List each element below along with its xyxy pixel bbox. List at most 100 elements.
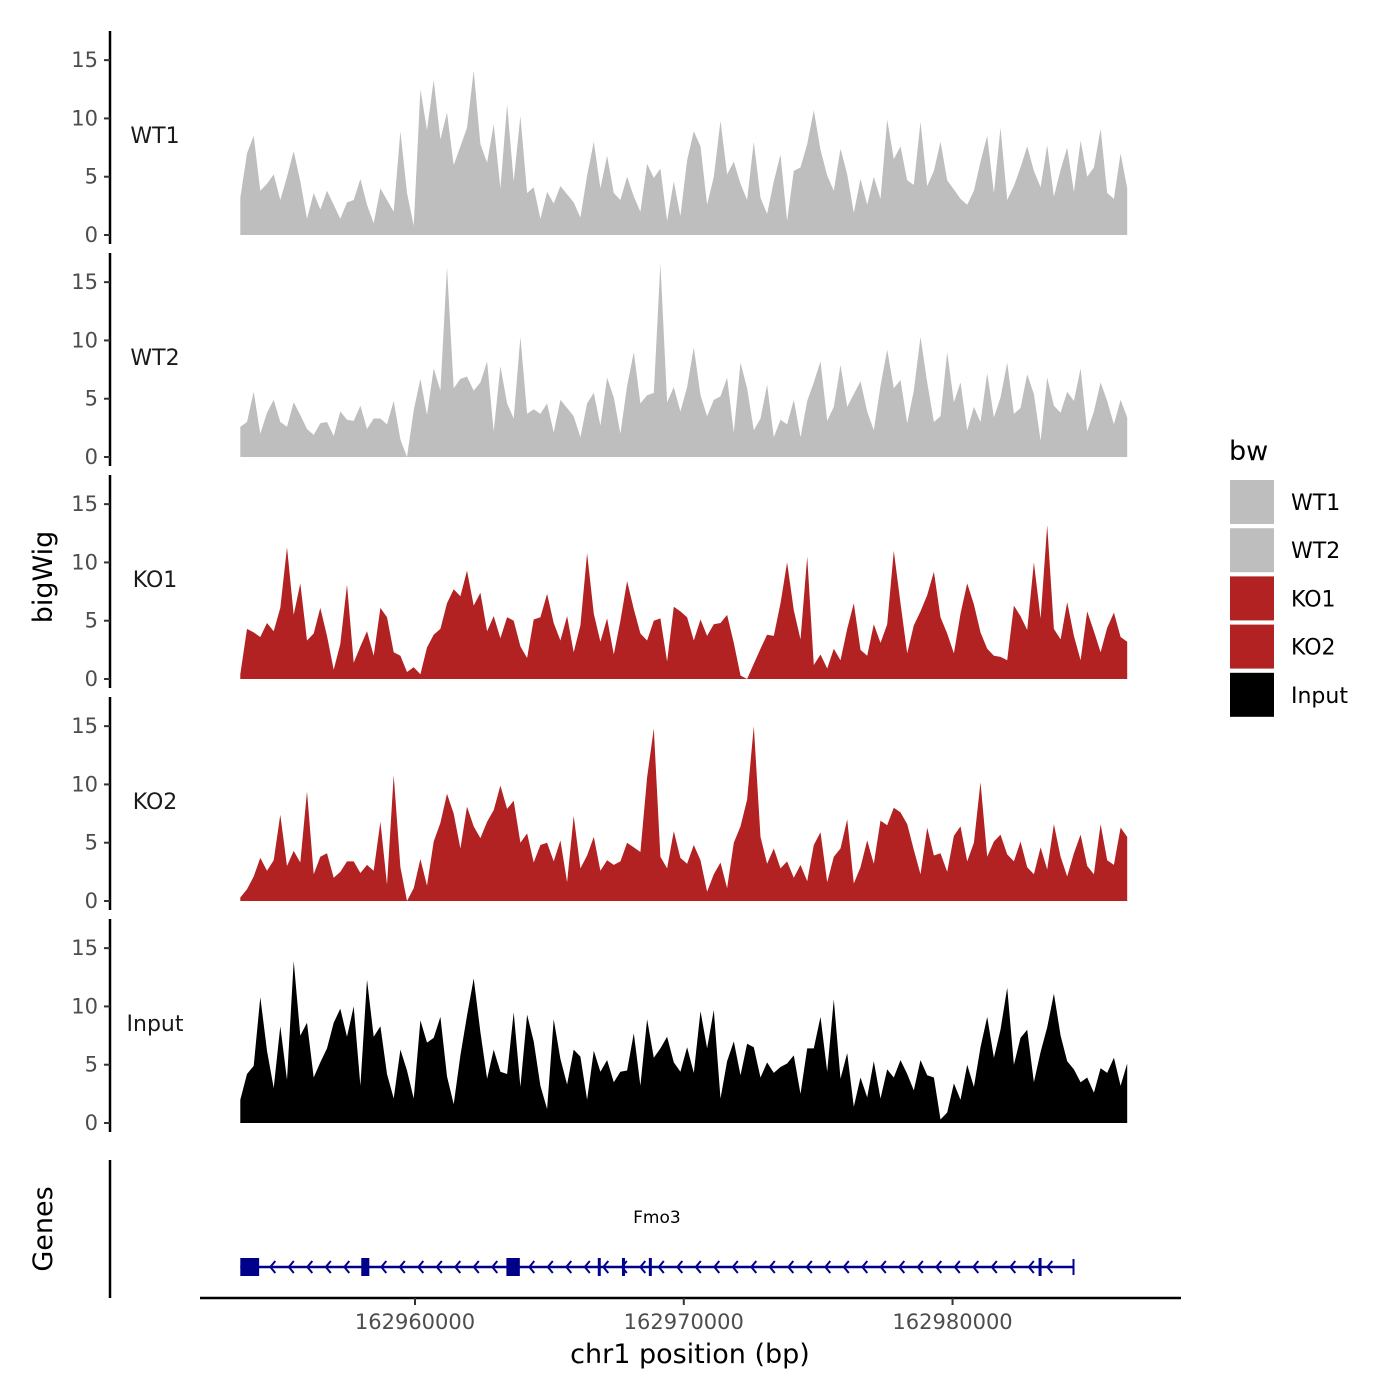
track-wt2: 0 5 10 15 WT2 [71, 253, 1128, 469]
x-tick-label: 162960000 [355, 1310, 475, 1334]
strand-arrow [787, 1260, 795, 1274]
track-ko2: 0 5 10 15 KO2 [71, 697, 1128, 913]
y-tick-label: 15 [71, 714, 98, 738]
y-tick-label: 15 [71, 270, 98, 294]
strand-arrow [972, 1260, 980, 1274]
y-tick-label: 0 [85, 889, 98, 913]
y-tick-label: 15 [71, 48, 98, 72]
y-tick-label: 5 [85, 387, 98, 411]
coverage-area-ko1 [240, 525, 1128, 679]
track-ko1: 0 5 10 15 KO1 [71, 475, 1128, 691]
y-axis-title: bigWig [28, 531, 59, 624]
y-tick-label: 15 [71, 936, 98, 960]
strand-arrow [898, 1260, 906, 1274]
y-tick-label: 10 [71, 328, 98, 352]
track-label: KO2 [133, 790, 178, 815]
strand-arrow [546, 1260, 554, 1274]
strand-arrow [805, 1260, 813, 1274]
strand-arrow [583, 1260, 591, 1274]
legend-key-input [1230, 672, 1274, 717]
legend-key-ko2 [1230, 624, 1274, 669]
y-tick-label: 5 [85, 609, 98, 633]
strand-arrow [824, 1260, 832, 1274]
x-axis-title: chr1 position (bp) [570, 1339, 810, 1370]
strand-arrow [731, 1260, 739, 1274]
strand-arrow [528, 1260, 536, 1274]
legend-label: WT1 [1291, 491, 1340, 516]
y-tick-label: 0 [85, 223, 98, 247]
strand-arrow [398, 1260, 406, 1274]
strand-arrow [287, 1260, 295, 1274]
coverage-area-ko2 [240, 726, 1128, 901]
y-tick-label: 5 [85, 165, 98, 189]
legend-key-ko1 [1230, 576, 1274, 621]
strand-arrow [768, 1260, 776, 1274]
strand-arrow [417, 1260, 425, 1274]
legend-key-wt1 [1230, 480, 1274, 524]
strand-arrow [269, 1260, 277, 1274]
y-tick-label: 15 [71, 492, 98, 516]
strand-arrow [324, 1260, 332, 1274]
strand-arrow [953, 1260, 961, 1274]
gene-track: Genes Fmo3 [28, 1160, 1075, 1298]
x-tick-label: 162970000 [624, 1310, 744, 1334]
legend-title: bw [1229, 436, 1268, 467]
y-tick-label: 10 [71, 772, 98, 796]
legend-label: Input [1291, 684, 1348, 709]
gene-exon [621, 1258, 625, 1276]
y-tick-label: 10 [71, 550, 98, 574]
y-tick-label: 10 [71, 994, 98, 1018]
legend-key-wt2 [1230, 528, 1274, 573]
strand-arrow [620, 1260, 628, 1274]
gene-exon [597, 1258, 601, 1276]
coverage-area-wt2 [240, 263, 1128, 457]
coverage-area-wt1 [240, 70, 1128, 235]
strand-arrow [472, 1260, 480, 1274]
strand-arrow [491, 1260, 499, 1274]
strand-arrow [454, 1260, 462, 1274]
strand-arrow [380, 1260, 388, 1274]
coverage-tracks: 0 5 10 15 WT1 0 5 10 15 WT2 0 5 10 15 KO1 0 5 10 15 KO2 0 5 10… [71, 31, 1128, 1135]
strand-arrow [916, 1260, 924, 1274]
y-tick-label: 5 [85, 1053, 98, 1077]
track-label: KO1 [133, 568, 178, 593]
gene-exon [240, 1258, 260, 1276]
coverage-area-input [240, 961, 1128, 1123]
gene-exon [506, 1258, 520, 1276]
strand-arrow [713, 1260, 721, 1274]
strand-arrow [1027, 1260, 1035, 1274]
strand-arrow [1046, 1260, 1054, 1274]
gene-exon [648, 1258, 652, 1276]
strand-arrow [639, 1260, 647, 1274]
strand-arrow [990, 1260, 998, 1274]
x-axis: 162960000 162970000 162980000 [200, 1296, 1181, 1334]
strand-arrow [565, 1260, 573, 1274]
strand-arrow [750, 1260, 758, 1274]
strand-arrow [435, 1260, 443, 1274]
strand-arrow [602, 1260, 610, 1274]
strand-arrow [879, 1260, 887, 1274]
legend-label: KO1 [1291, 587, 1336, 612]
track-input: 0 5 10 15 Input [71, 919, 1128, 1135]
strand-arrow [694, 1260, 702, 1274]
y-tick-label: 0 [85, 445, 98, 469]
x-tick-label: 162980000 [892, 1310, 1012, 1334]
track-wt1: 0 5 10 15 WT1 [71, 31, 1128, 247]
gene-exon [1038, 1258, 1042, 1276]
strand-arrow [343, 1260, 351, 1274]
track-label: Input [127, 1012, 184, 1037]
strand-arrow [1009, 1260, 1017, 1274]
legend-label: WT2 [1291, 539, 1340, 564]
gene-exon [361, 1258, 370, 1276]
strand-arrow [676, 1260, 684, 1274]
y-tick-label: 10 [71, 106, 98, 130]
track-label: WT2 [130, 346, 179, 371]
y-tick-label: 5 [85, 831, 98, 855]
gene-track-title: Genes [28, 1186, 59, 1271]
y-tick-label: 0 [85, 667, 98, 691]
y-tick-label: 0 [85, 1111, 98, 1135]
strand-arrow [657, 1260, 665, 1274]
legend: bw WT1 WT2 KO1 KO2 Input [1229, 436, 1348, 717]
track-label: WT1 [130, 124, 179, 149]
